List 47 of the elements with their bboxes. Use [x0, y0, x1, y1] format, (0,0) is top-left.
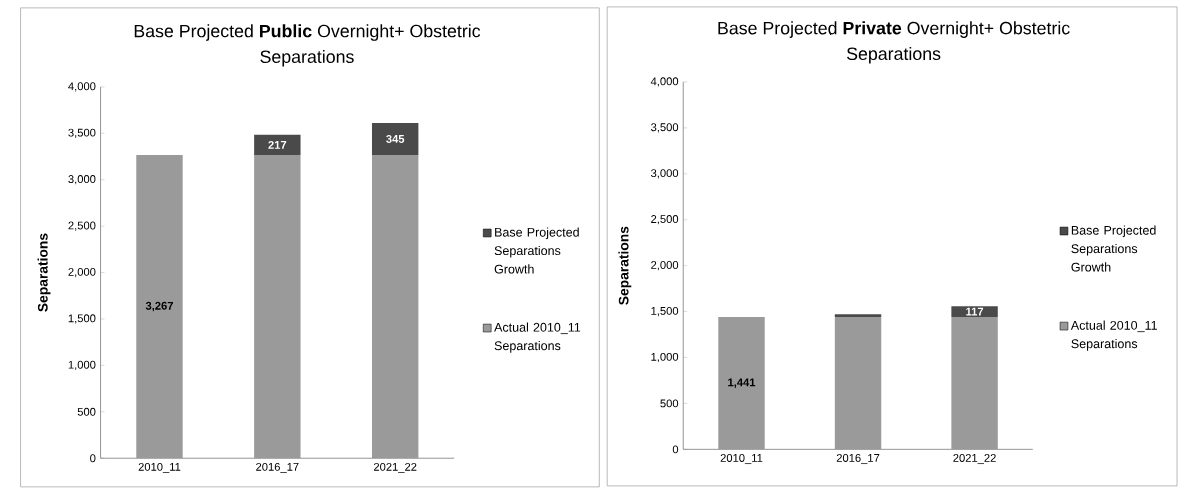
- y-tick-label: 4,000: [68, 82, 96, 92]
- y-tick-label: 2,000: [68, 268, 96, 278]
- y-tick-label: 500: [77, 407, 96, 416]
- bar: [136, 155, 183, 459]
- data-label: 1,441: [728, 378, 756, 388]
- bar: [371, 123, 419, 156]
- y-tick-label: 1,000: [68, 360, 96, 371]
- y-tick-label: 500: [660, 399, 679, 408]
- y-tick-label: 2,500: [651, 215, 679, 225]
- y-tick-label: 2,500: [68, 221, 96, 231]
- bar: [834, 314, 882, 318]
- x-tick-label: 2021_22: [373, 462, 417, 474]
- bar: [951, 317, 998, 450]
- y-tick-label: 1,500: [68, 314, 96, 324]
- y-tick-label: 0: [90, 454, 96, 463]
- legend-label: Base Projected Separations Growth: [494, 227, 579, 274]
- bar: [254, 134, 301, 156]
- legend-label: Base Projected Separations Growth: [1071, 225, 1156, 272]
- bar: [718, 317, 765, 450]
- chart-title: Base Projected Private Overnight+ Obstetric Separations: [718, 21, 1070, 64]
- bar: [254, 155, 301, 459]
- x-tick-label: 2016_17: [256, 462, 299, 474]
- legend-label: Actual 2010_11 Separations: [494, 322, 581, 353]
- y-tick-label: 3,000: [68, 175, 96, 185]
- x-tick-label: 2016_17: [836, 454, 880, 465]
- bar: [951, 306, 998, 318]
- data-label: 345: [386, 135, 405, 143]
- y-tick-label: 4,000: [650, 77, 679, 87]
- data-label: 117: [966, 307, 984, 316]
- data-label: 217: [268, 141, 287, 149]
- legend-label: Actual 2010_11 Separations: [1070, 320, 1157, 351]
- x-tick-label: 2010_11: [720, 454, 763, 465]
- y-axis-title: Separations: [37, 233, 51, 312]
- x-tick-label: 2010_11: [138, 462, 181, 474]
- data-label: 3,267: [145, 301, 173, 312]
- y-tick-label: 1,000: [651, 352, 679, 363]
- y-tick-label: 0: [672, 445, 679, 454]
- y-tick-label: 2,000: [651, 261, 679, 271]
- y-tick-label: 1,500: [651, 307, 679, 317]
- y-axis-title: Separations: [618, 226, 632, 305]
- y-tick-label: 3,500: [651, 123, 679, 133]
- bar: [834, 317, 882, 450]
- y-tick-label: 3,500: [68, 128, 96, 139]
- chart-title: Base Projected Public Overnight+ Obstetric Separations: [134, 24, 481, 67]
- x-tick-label: 2021_22: [953, 454, 996, 465]
- bar: [371, 155, 419, 459]
- y-tick-label: 3,000: [651, 169, 679, 179]
